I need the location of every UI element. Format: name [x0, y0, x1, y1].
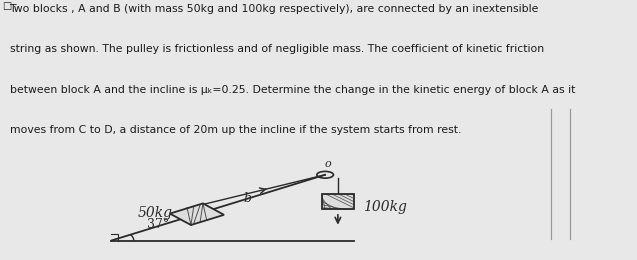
Polygon shape	[322, 194, 354, 209]
Text: □: □	[2, 1, 11, 10]
Text: Two blocks , A and B (with mass 50kg and 100kg respectively), are connected by a: Two blocks , A and B (with mass 50kg and…	[10, 4, 539, 14]
Polygon shape	[170, 203, 224, 225]
Text: b: b	[243, 192, 251, 205]
Text: 37°: 37°	[147, 218, 169, 231]
Text: 50kg: 50kg	[138, 206, 173, 220]
Text: between block A and the incline is μₖ=0.25. Determine the change in the kinetic : between block A and the incline is μₖ=0.…	[10, 84, 575, 94]
Text: o: o	[325, 159, 332, 169]
Text: 100kg: 100kg	[363, 200, 407, 214]
Text: moves from C to D, a distance of 20m up the incline if the system starts from re: moves from C to D, a distance of 20m up …	[10, 125, 461, 135]
Text: string as shown. The pulley is frictionless and of negligible mass. The coeffici: string as shown. The pulley is frictionl…	[10, 44, 544, 54]
